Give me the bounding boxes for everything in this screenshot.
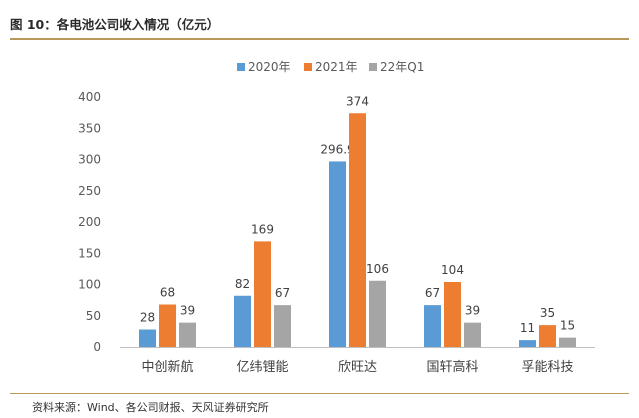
y-tick-label: 150 — [78, 246, 101, 260]
legend-swatch — [369, 63, 377, 71]
y-tick-label: 100 — [78, 278, 101, 292]
bar — [464, 322, 481, 347]
bar — [329, 161, 346, 347]
bar — [424, 305, 441, 347]
figure-title: 图 10：各电池公司收入情况（亿元） — [10, 17, 220, 32]
data-label: 82 — [235, 277, 250, 291]
title-divider — [10, 38, 629, 40]
bar — [444, 282, 461, 347]
data-label: 35 — [540, 306, 555, 320]
legend-swatch — [304, 63, 312, 71]
bar — [159, 304, 176, 347]
bar — [539, 325, 556, 347]
y-tick-label: 0 — [93, 340, 101, 354]
data-label: 67 — [425, 286, 440, 300]
data-label: 39 — [465, 304, 480, 318]
y-tick-label: 350 — [78, 121, 101, 135]
y-tick-label: 200 — [78, 215, 101, 229]
x-tick-label: 国轩高科 — [426, 359, 478, 375]
data-label: 106 — [366, 262, 389, 276]
legend-label: 2021年 — [315, 60, 358, 74]
data-label: 374 — [346, 94, 369, 108]
bar — [369, 280, 386, 347]
y-tick-label: 50 — [86, 309, 101, 323]
data-label: 28 — [140, 311, 155, 325]
data-label: 11 — [520, 321, 535, 335]
data-label: 67 — [275, 286, 290, 300]
legend-label: 22年Q1 — [380, 60, 424, 74]
data-label: 15 — [560, 319, 575, 333]
source-note: 资料来源：Wind、各公司财报、天风证券研究所 — [32, 401, 269, 414]
legend-swatch — [237, 63, 245, 71]
bar — [349, 113, 366, 347]
y-tick-label: 400 — [78, 90, 101, 104]
source-divider — [10, 393, 629, 394]
data-label: 68 — [160, 286, 175, 300]
data-label: 169 — [251, 222, 274, 236]
legend-label: 2020年 — [248, 60, 291, 74]
data-label: 39 — [180, 304, 195, 318]
data-label: 104 — [441, 263, 464, 277]
bar — [179, 322, 196, 347]
bar — [254, 241, 271, 347]
x-tick-label: 孚能科技 — [521, 360, 573, 375]
x-tick-label: 欣旺达 — [338, 360, 377, 375]
bar — [234, 295, 251, 347]
y-tick-label: 300 — [78, 153, 101, 167]
bar — [274, 305, 291, 347]
x-tick-label: 亿纬锂能 — [236, 360, 288, 375]
bar — [519, 340, 536, 347]
x-tick-label: 中创新航 — [141, 359, 193, 375]
bar — [139, 329, 156, 347]
y-tick-label: 250 — [78, 184, 101, 198]
bar — [559, 337, 576, 347]
data-label: 296.9 — [320, 142, 354, 156]
